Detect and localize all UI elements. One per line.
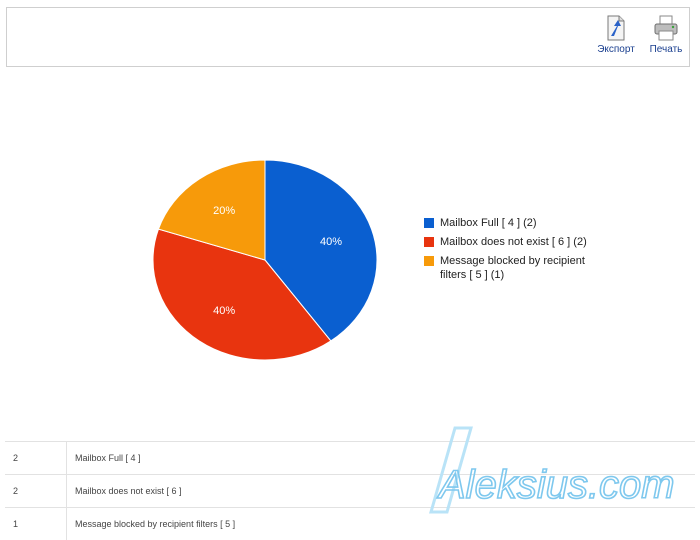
bounce-table: 2 Mailbox Full [ 4 ] 2 Mailbox does not … [5, 441, 695, 540]
table-row: 2 Mailbox does not exist [ 6 ] [5, 475, 695, 508]
chart-legend: Mailbox Full [ 4 ] (2) Mailbox does not e… [424, 216, 594, 287]
export-button[interactable]: Экспорт [591, 14, 641, 55]
table-cell-reason: Mailbox does not exist [ 6 ] [67, 475, 696, 508]
table-row: 1 Message blocked by recipient filters [… [5, 508, 695, 540]
export-label: Экспорт [597, 44, 635, 55]
table-row: 2 Mailbox Full [ 4 ] [5, 442, 695, 475]
print-label: Печать [650, 44, 683, 55]
legend-label: Message blocked by recipient filters [ 5… [440, 254, 594, 282]
document-export-icon [605, 14, 627, 42]
print-button[interactable]: Печать [641, 14, 691, 55]
table-cell-reason: Message blocked by recipient filters [ 5… [67, 508, 696, 540]
pie-slice-label: 20% [213, 205, 235, 217]
legend-swatch [424, 218, 434, 228]
legend-label: Mailbox Full [ 4 ] (2) [440, 216, 537, 230]
pie-slice-label: 40% [320, 236, 342, 248]
table-cell-reason: Mailbox Full [ 4 ] [67, 442, 696, 475]
legend-item: Mailbox does not exist [ 6 ] (2) [424, 235, 594, 249]
table-cell-count: 1 [5, 508, 67, 540]
pie-slice-label: 40% [213, 305, 235, 317]
legend-swatch [424, 256, 434, 266]
toolbar: Экспорт Печать [6, 7, 690, 67]
printer-icon [653, 14, 679, 42]
pie-chart: 40% 40% 20% [0, 70, 700, 440]
table-cell-count: 2 [5, 475, 67, 508]
legend-label: Mailbox does not exist [ 6 ] (2) [440, 235, 587, 249]
table-cell-count: 2 [5, 442, 67, 475]
legend-swatch [424, 237, 434, 247]
legend-item: Mailbox Full [ 4 ] (2) [424, 216, 594, 230]
legend-item: Message blocked by recipient filters [ 5… [424, 254, 594, 282]
pie-chart-area: 40%40%20% Mailbox Full [ 4 ] (2)Mailbox … [0, 70, 700, 440]
